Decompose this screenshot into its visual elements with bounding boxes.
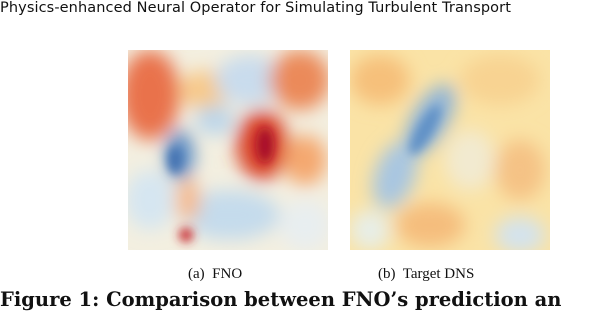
subfigure-caption: Target DNS	[402, 266, 475, 282]
running-header: Physics-enhanced Neural Operator for Sim…	[0, 0, 511, 16]
subfigure-label: (b)	[378, 266, 396, 282]
subfigure-label: (a)	[188, 266, 205, 282]
subfigure-caption: FNO	[212, 266, 243, 282]
caption-label: Figure 1:	[0, 288, 100, 311]
subfigure-b: (b) Target DNS	[378, 266, 474, 283]
figure-caption: Figure 1: Comparison between FNO’s predi…	[0, 288, 592, 311]
caption-text: Comparison between FNO’s prediction an	[106, 288, 562, 311]
dns-field	[350, 50, 550, 250]
subfigure-a: (a) FNO	[188, 266, 242, 283]
fno-field	[128, 50, 328, 250]
